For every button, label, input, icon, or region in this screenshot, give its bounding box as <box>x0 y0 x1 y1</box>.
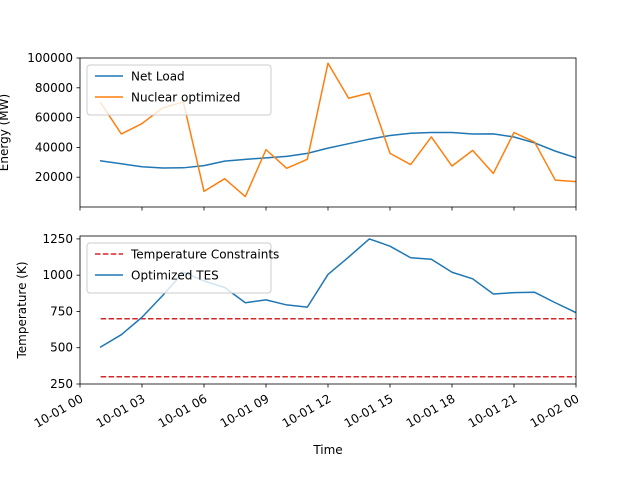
series-line-net-load <box>99 131 576 169</box>
legend-box <box>86 64 272 116</box>
y-tick-label: 1000 <box>42 268 73 282</box>
y-tick-label: 750 <box>50 304 73 318</box>
y-tick-label: 40000 <box>35 140 73 154</box>
y-tick-label: 60000 <box>35 111 73 125</box>
legend-label: Optimized TES <box>131 269 219 283</box>
energy-axes: 20000 40000 60000 80000 100000 Energy (MW) Net… <box>0 51 577 211</box>
y-tick-label: 500 <box>50 341 73 355</box>
y-axis-label: Temperature (K) <box>15 261 29 359</box>
legend-label: Temperature Constraints <box>130 248 279 262</box>
y-tick-label: 100000 <box>27 51 73 65</box>
legend-label: Net Load <box>131 70 185 84</box>
y-tick-label: 250 <box>50 377 73 391</box>
x-axis-label: Time <box>312 443 342 457</box>
legend-box <box>86 242 272 294</box>
legend-label: Nuclear optimized <box>131 91 240 105</box>
y-axis-label: Energy (MW) <box>0 94 11 171</box>
y-tick-label: 80000 <box>35 81 73 95</box>
y-tick-label: 1250 <box>42 232 73 246</box>
y-tick-label: 20000 <box>35 170 73 184</box>
